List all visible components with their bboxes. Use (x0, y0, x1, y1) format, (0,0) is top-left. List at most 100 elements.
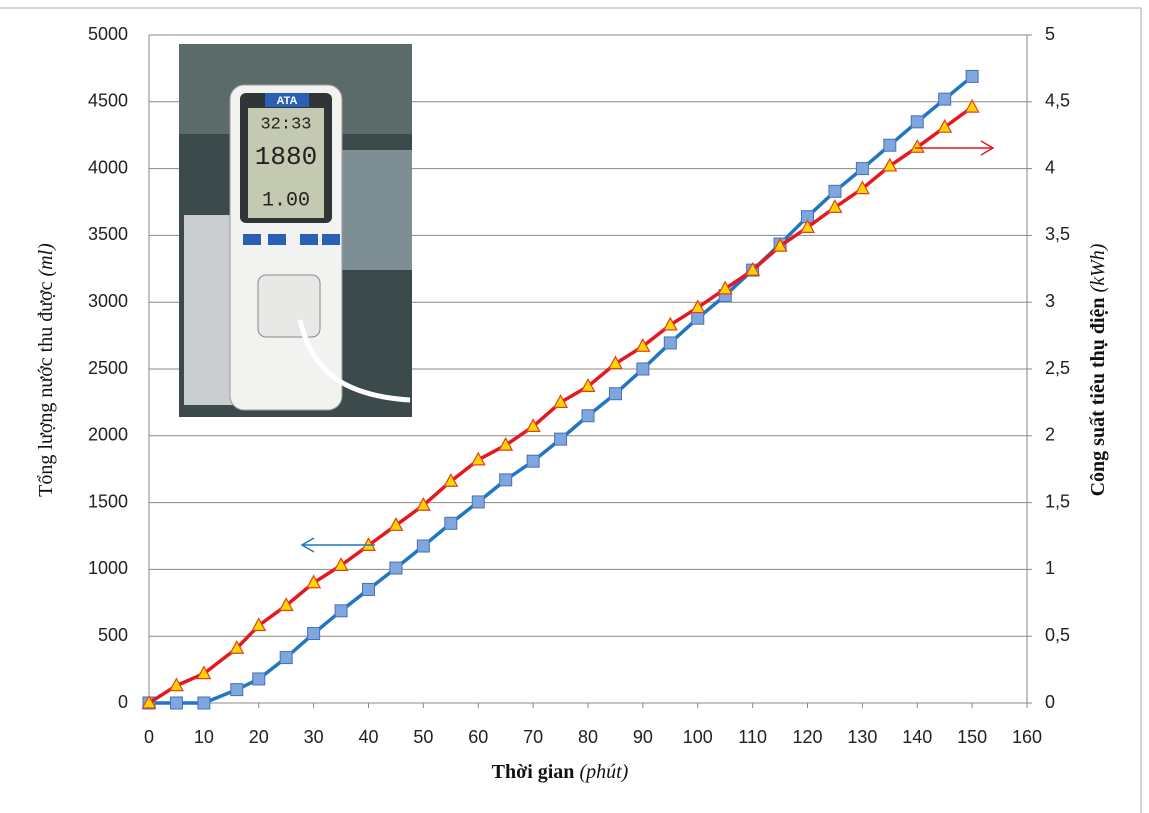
marker (636, 362, 650, 376)
marker (499, 473, 513, 487)
x-tick-label: 160 (1012, 727, 1042, 747)
x-tick-label: 120 (792, 727, 822, 747)
inset-photo: ATA 32:33 1880 1.00 (179, 44, 412, 417)
marker (230, 683, 244, 697)
marker (855, 162, 869, 176)
brand-plate (265, 93, 309, 107)
marker (526, 454, 540, 468)
x-tick-label: 130 (847, 727, 877, 747)
y-label-unit: (ml) (35, 243, 57, 277)
y2-tick-label: 0 (1045, 692, 1055, 712)
y-tick-label: 2000 (88, 425, 128, 445)
marker (882, 157, 898, 172)
marker (443, 472, 459, 487)
marker (169, 696, 183, 710)
marker (965, 69, 979, 83)
y2-tick-label: 2,5 (1045, 358, 1070, 378)
marker (635, 338, 651, 352)
marker (306, 574, 322, 589)
marker (717, 280, 733, 295)
y-tick-label: 3500 (88, 224, 128, 244)
marker (168, 677, 184, 692)
x-tick-label: 80 (578, 727, 598, 747)
photo-wall (330, 150, 412, 270)
y-tick-label: 4500 (88, 91, 128, 111)
marker (251, 617, 267, 632)
x-tick-label: 90 (633, 727, 653, 747)
y-tick-label: 5000 (88, 24, 128, 44)
marker (799, 219, 816, 233)
reading: 1.00 (262, 189, 310, 212)
marker (389, 561, 403, 575)
y2-tick-label: 1,5 (1045, 491, 1070, 511)
marker (141, 694, 157, 709)
marker (471, 495, 485, 509)
arrow-head (300, 537, 315, 553)
button (322, 234, 340, 245)
y-tick-label: 1000 (88, 558, 128, 578)
marker (581, 409, 595, 423)
socket (257, 274, 321, 338)
x-tick-label: 70 (523, 727, 543, 747)
marker (883, 138, 897, 152)
marker (333, 557, 349, 571)
y2-label: Công suất tiêu thụ điện (1087, 297, 1109, 496)
marker (498, 436, 514, 451)
marker (662, 316, 678, 331)
marker (553, 394, 569, 408)
marker (307, 627, 321, 641)
reading: 1880 (255, 142, 317, 172)
marker (937, 118, 953, 133)
y2-tick-label: 4,5 (1045, 91, 1070, 111)
marker (690, 299, 706, 314)
y-tick-label: 2500 (88, 358, 128, 378)
y2-tick-label: 5 (1045, 24, 1055, 44)
marker (827, 199, 843, 213)
cable (297, 319, 411, 403)
marker (772, 237, 788, 252)
x-tick-label: 0 (144, 727, 154, 747)
marker (278, 597, 294, 612)
marker (608, 387, 622, 401)
x-tick-label: 60 (468, 727, 488, 747)
marker (197, 696, 211, 710)
marker (196, 665, 212, 680)
y-tick-label: 1500 (88, 491, 128, 511)
marker (580, 378, 596, 392)
y2-tick-label: 2 (1045, 425, 1055, 445)
marker (828, 184, 842, 198)
marker (334, 604, 348, 618)
lcd (248, 108, 324, 218)
y2-axis-title: Công suất tiêu thụ điện (kWh) (1087, 243, 1109, 496)
marker (663, 336, 677, 350)
x-tick-label: 30 (304, 727, 324, 747)
x-tick-label: 20 (249, 727, 269, 747)
y2-tick-label: 0,5 (1045, 625, 1070, 645)
y-tick-label: 3000 (88, 291, 128, 311)
y-tick-label: 4000 (88, 157, 128, 177)
brand: ATA (277, 95, 298, 107)
y2-tick-label: 3 (1045, 291, 1055, 311)
x-tick-label: 140 (902, 727, 932, 747)
marker (854, 180, 870, 195)
x-axis-title: Thời gian (phút) (492, 761, 629, 783)
y-tick-label: 500 (98, 625, 128, 645)
marker (910, 115, 924, 129)
x-tick-label: 110 (738, 727, 767, 747)
grid: 0500100015002000250030003500400045005000… (88, 24, 1070, 747)
reading: 32:33 (260, 115, 311, 134)
y-tick-label: 0 (118, 692, 128, 712)
y-axis-title: Tổng lượng nước thu được (ml) (35, 243, 57, 497)
marker (444, 516, 458, 530)
marker (470, 451, 486, 466)
x-label-unit: (phút) (579, 761, 628, 783)
marker (554, 432, 568, 446)
plot (141, 69, 980, 710)
y-label: Tổng lượng nước thu được (35, 281, 57, 496)
button (243, 234, 261, 245)
marker (691, 311, 705, 325)
marker (252, 672, 266, 686)
button (268, 234, 286, 245)
marker (525, 418, 541, 433)
